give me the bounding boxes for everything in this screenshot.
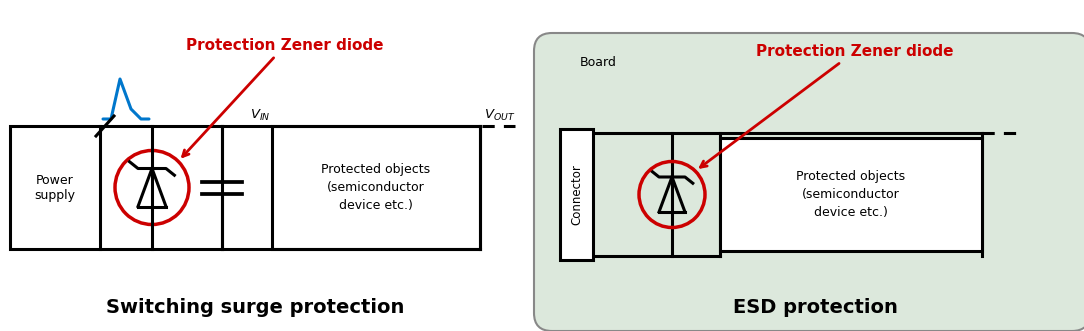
Text: Connector: Connector	[570, 164, 583, 225]
Text: Protection Zener diode: Protection Zener diode	[182, 38, 384, 157]
Bar	[10, 126, 100, 249]
Text: Protected objects
(semiconductor
device etc.): Protected objects (semiconductor device …	[322, 163, 430, 212]
Text: Protection Zener diode: Protection Zener diode	[700, 44, 954, 167]
Text: ESD protection: ESD protection	[733, 298, 898, 317]
Bar	[272, 126, 480, 249]
Bar	[560, 129, 593, 260]
Text: Power
supply: Power supply	[35, 173, 76, 202]
Text: Protected objects
(semiconductor
device etc.): Protected objects (semiconductor device …	[797, 170, 905, 219]
Text: $V_{OUT}$: $V_{OUT}$	[483, 108, 515, 123]
FancyBboxPatch shape	[534, 33, 1084, 331]
Text: Board: Board	[580, 56, 617, 69]
Bar	[720, 138, 982, 251]
Text: Switching surge protection: Switching surge protection	[106, 298, 404, 317]
Text: $V_{IN}$: $V_{IN}$	[249, 108, 270, 123]
